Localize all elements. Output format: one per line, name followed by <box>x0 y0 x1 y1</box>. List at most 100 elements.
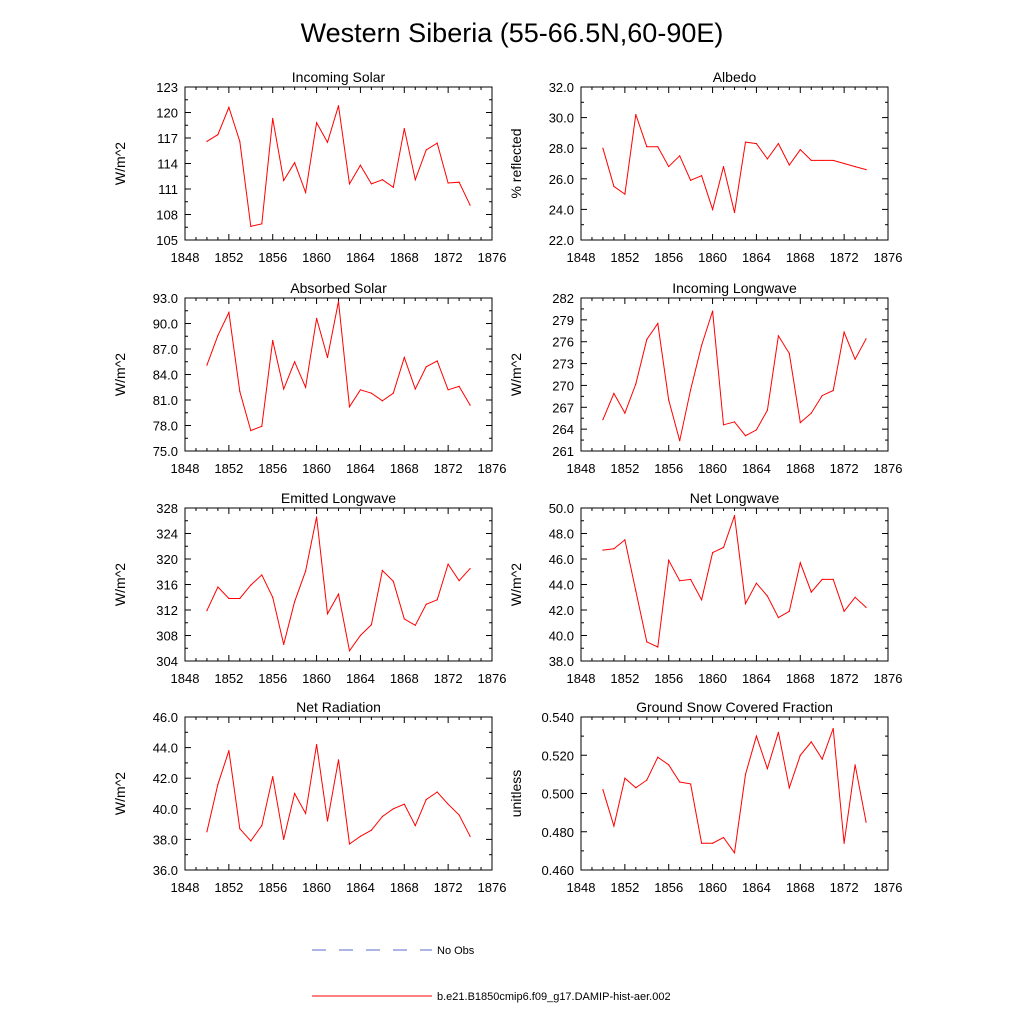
x-tick-label: 1848 <box>567 250 596 265</box>
data-point <box>250 225 252 227</box>
y-tick-label: 93.0 <box>153 291 178 306</box>
data-point <box>733 515 736 517</box>
panel-title: Emitted Longwave <box>281 490 396 506</box>
data-point <box>458 814 460 816</box>
data-point <box>865 338 867 340</box>
data-point <box>701 842 703 844</box>
x-tick-label: 1860 <box>698 880 727 895</box>
data-point <box>777 617 779 619</box>
panels: Incoming Solar W/m^2 1848 1852 1856 1860 1864 1… <box>112 69 902 895</box>
panel-title: Ground Snow Covered Fraction <box>636 699 833 715</box>
data-point <box>744 603 747 605</box>
data-point <box>799 754 801 756</box>
data-point <box>315 122 318 124</box>
y-tick-label: 87.0 <box>153 342 178 357</box>
y-tick-label: 264 <box>552 422 574 437</box>
data-point <box>711 208 714 210</box>
data-point <box>294 792 296 795</box>
data-point <box>799 149 801 151</box>
data-point <box>228 750 230 752</box>
data-point <box>635 113 637 116</box>
y-tick-label: 0.500 <box>541 787 574 802</box>
data-point <box>217 134 219 136</box>
data-point <box>348 650 351 652</box>
data-point <box>722 546 725 549</box>
data-point <box>436 599 438 601</box>
data-point <box>635 590 637 592</box>
x-tick-label: 1860 <box>698 250 727 265</box>
x-tick-label: 1856 <box>654 880 683 895</box>
data-point <box>261 223 263 225</box>
x-tick-label: 1856 <box>258 461 287 476</box>
data-point <box>777 143 779 145</box>
data-point <box>832 727 834 730</box>
plot-frame <box>184 86 493 241</box>
data-point <box>755 429 758 431</box>
legend-label-no-obs: No Obs <box>437 945 475 957</box>
x-tick-label: 1848 <box>171 880 200 895</box>
y-tick-label: 32.0 <box>549 80 574 95</box>
data-point <box>821 159 823 162</box>
y-tick-label: 36.0 <box>153 863 178 878</box>
data-point <box>679 580 681 582</box>
data-point <box>414 825 416 827</box>
data-point <box>370 392 372 394</box>
x-tick-label: 1868 <box>786 880 815 895</box>
x-tick-label: 1872 <box>434 461 463 476</box>
data-point <box>326 356 329 359</box>
data-point <box>744 435 747 437</box>
data-point <box>239 390 241 393</box>
y-tick-label: 50.0 <box>549 501 574 516</box>
data-point <box>602 147 604 149</box>
y-tick-label: 84.0 <box>153 368 178 383</box>
y-tick-label: 28.0 <box>549 141 574 156</box>
data-point <box>392 392 394 394</box>
data-point <box>381 179 383 181</box>
x-tick-label: 1876 <box>874 880 903 895</box>
data-point <box>854 165 856 168</box>
panel-emitted-longwave: Emitted Longwave W/m^2 1848 1852 1856 1860 186… <box>112 490 506 686</box>
data-point <box>403 356 405 359</box>
x-tick-label: 1872 <box>434 671 463 686</box>
data-point <box>261 825 263 827</box>
plot-frame <box>580 86 889 241</box>
data-point <box>337 105 340 107</box>
data-point <box>711 552 714 554</box>
y-tick-label: 75.0 <box>153 444 178 459</box>
x-tick-label: 1868 <box>786 461 815 476</box>
y-tick-label: 111 <box>158 182 178 197</box>
y-tick-label: 273 <box>552 357 574 372</box>
data-point <box>337 759 340 761</box>
y-tick-label: 40.0 <box>153 802 178 817</box>
data-point <box>843 842 845 844</box>
data-point <box>657 756 659 758</box>
y-axis-label: unitless <box>508 770 524 817</box>
data-point <box>348 406 351 408</box>
data-point <box>305 812 307 814</box>
data-point <box>469 404 471 406</box>
y-tick-label: 0.520 <box>541 748 574 763</box>
data-point <box>272 776 274 778</box>
data-point <box>261 425 263 427</box>
data-point <box>777 335 779 337</box>
data-point <box>206 831 208 833</box>
x-tick-label: 1872 <box>830 880 859 895</box>
data-point <box>854 596 856 598</box>
x-tick-label: 1852 <box>214 671 243 686</box>
y-axis-label: % reflected <box>508 128 524 198</box>
x-tick-label: 1852 <box>610 671 639 686</box>
panel-albedo: Albedo % reflected 1848 1852 1856 1860 1864 186… <box>508 69 902 265</box>
data-point <box>381 815 383 818</box>
x-tick-label: 1852 <box>610 880 639 895</box>
data-point <box>239 597 241 600</box>
data-point <box>701 599 703 601</box>
data-point <box>403 803 405 805</box>
panel-title: Incoming Longwave <box>672 280 797 296</box>
series-line <box>206 105 471 228</box>
data-point <box>613 548 615 550</box>
y-tick-label: 0.460 <box>541 863 574 878</box>
data-point <box>832 578 834 581</box>
data-point <box>854 358 856 360</box>
y-tick-label: 308 <box>156 629 178 644</box>
data-point <box>690 578 692 581</box>
